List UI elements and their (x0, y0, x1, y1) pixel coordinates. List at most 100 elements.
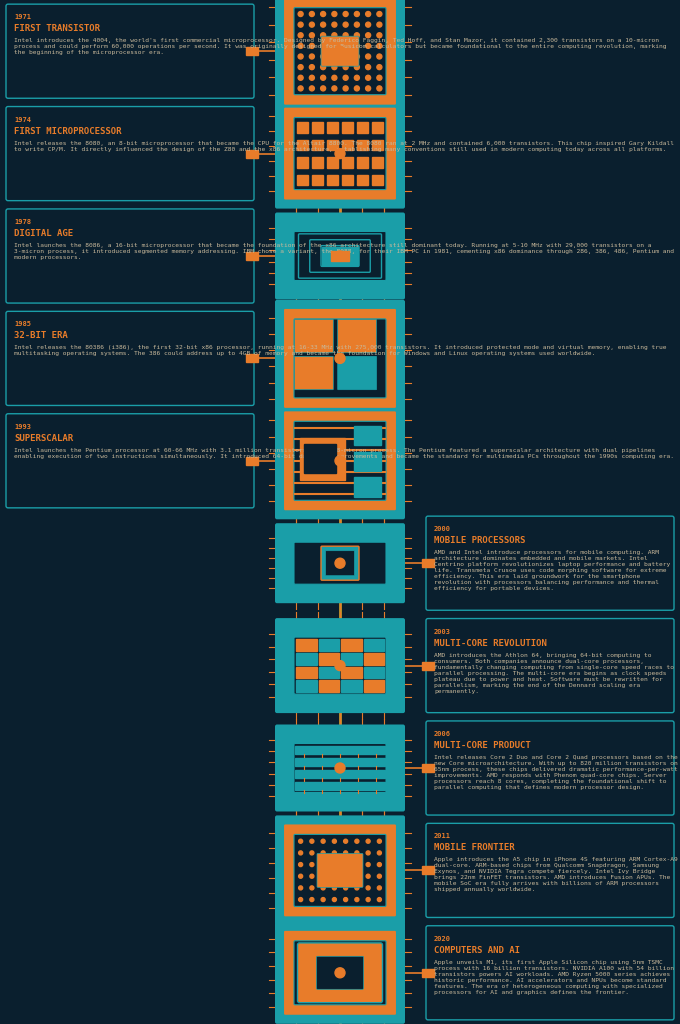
Circle shape (309, 75, 314, 80)
Circle shape (309, 11, 314, 16)
Bar (357, 175, 368, 185)
Circle shape (299, 874, 303, 879)
Circle shape (310, 874, 314, 879)
Circle shape (298, 23, 303, 28)
Bar (327, 157, 338, 168)
Bar (364, 667, 384, 678)
Circle shape (343, 840, 347, 843)
Circle shape (299, 886, 303, 890)
Circle shape (335, 148, 345, 159)
Bar (372, 122, 383, 132)
Bar (341, 653, 362, 665)
Circle shape (377, 886, 381, 890)
FancyBboxPatch shape (426, 721, 674, 815)
FancyBboxPatch shape (283, 411, 397, 511)
Bar (312, 122, 323, 132)
Bar (312, 139, 323, 151)
Text: 1993: 1993 (14, 424, 31, 430)
Text: AMD and Intel introduce processors for mobile computing. ARM architecture domina: AMD and Intel introduce processors for m… (434, 550, 670, 591)
Circle shape (366, 11, 371, 16)
Circle shape (321, 898, 325, 901)
Circle shape (377, 54, 382, 59)
Circle shape (310, 862, 314, 866)
FancyBboxPatch shape (283, 732, 397, 804)
Circle shape (377, 23, 382, 28)
Circle shape (321, 54, 326, 59)
Circle shape (335, 763, 345, 773)
FancyBboxPatch shape (321, 546, 359, 581)
Circle shape (377, 43, 382, 48)
Text: DIGITAL AGE: DIGITAL AGE (14, 229, 73, 238)
Circle shape (354, 23, 359, 28)
Circle shape (335, 558, 345, 568)
Circle shape (355, 851, 359, 855)
FancyBboxPatch shape (6, 414, 254, 508)
Circle shape (354, 75, 359, 80)
Bar (318, 639, 339, 651)
Circle shape (335, 968, 345, 978)
Circle shape (299, 862, 303, 866)
Circle shape (309, 33, 314, 38)
FancyBboxPatch shape (294, 318, 386, 398)
FancyBboxPatch shape (283, 220, 397, 292)
FancyBboxPatch shape (326, 551, 354, 575)
Circle shape (366, 840, 370, 843)
Circle shape (343, 54, 348, 59)
Bar (295, 746, 385, 755)
Circle shape (343, 898, 347, 901)
Circle shape (366, 43, 371, 48)
Circle shape (298, 11, 303, 16)
Circle shape (309, 23, 314, 28)
Circle shape (309, 43, 314, 48)
Circle shape (343, 874, 347, 879)
FancyBboxPatch shape (294, 743, 386, 793)
Circle shape (298, 65, 303, 70)
FancyBboxPatch shape (294, 941, 386, 1005)
Bar (354, 477, 381, 497)
FancyBboxPatch shape (294, 8, 386, 94)
Circle shape (366, 75, 371, 80)
Bar (318, 680, 339, 692)
Circle shape (343, 65, 348, 70)
Circle shape (335, 251, 345, 261)
FancyBboxPatch shape (283, 823, 397, 918)
Circle shape (321, 86, 326, 91)
Circle shape (343, 23, 348, 28)
Bar (312, 175, 323, 185)
Circle shape (298, 33, 303, 38)
Circle shape (310, 840, 314, 843)
Text: 1974: 1974 (14, 117, 31, 123)
FancyBboxPatch shape (426, 618, 674, 713)
FancyBboxPatch shape (294, 231, 386, 281)
Circle shape (321, 65, 326, 70)
FancyBboxPatch shape (294, 542, 386, 585)
Text: 1985: 1985 (14, 322, 31, 328)
Text: Apple unveils M1, its first Apple Silicon chip using 5nm TSMC process with 16 bi: Apple unveils M1, its first Apple Silico… (434, 959, 674, 994)
Circle shape (309, 65, 314, 70)
Text: 32-BIT ERA: 32-BIT ERA (14, 332, 68, 340)
Circle shape (332, 43, 337, 48)
Bar (312, 157, 323, 168)
Circle shape (355, 862, 359, 866)
Circle shape (366, 886, 370, 890)
Circle shape (354, 43, 359, 48)
FancyBboxPatch shape (294, 118, 386, 189)
FancyBboxPatch shape (283, 106, 397, 201)
Bar (318, 653, 339, 665)
Bar (372, 175, 383, 185)
Bar (342, 139, 353, 151)
FancyBboxPatch shape (321, 36, 359, 67)
FancyBboxPatch shape (283, 626, 397, 706)
Circle shape (377, 851, 381, 855)
FancyBboxPatch shape (275, 815, 405, 926)
Circle shape (343, 86, 348, 91)
Circle shape (335, 660, 345, 671)
FancyBboxPatch shape (275, 922, 405, 1024)
Text: SUPERSCALAR: SUPERSCALAR (14, 434, 73, 442)
Circle shape (321, 23, 326, 28)
Circle shape (298, 54, 303, 59)
Circle shape (355, 886, 359, 890)
Text: AMD introduces the Athlon 64, bringing 64-bit computing to consumers. Both compa: AMD introduces the Athlon 64, bringing 6… (434, 652, 674, 693)
FancyBboxPatch shape (275, 402, 405, 519)
Circle shape (321, 43, 326, 48)
